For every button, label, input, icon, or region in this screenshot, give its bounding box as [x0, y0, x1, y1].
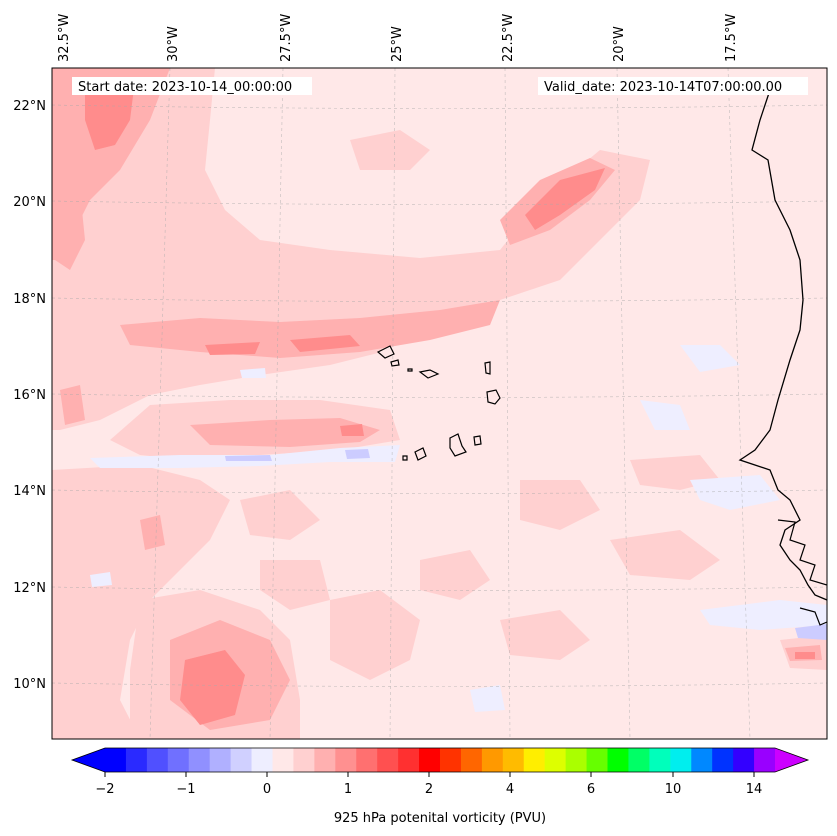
africa-coastline	[738, 89, 827, 601]
colorbar-segment	[146, 748, 169, 772]
colorbar-segment	[733, 748, 755, 772]
colorbar-segment	[356, 748, 378, 772]
colorbar-segment	[209, 748, 232, 772]
colorbar-segment	[670, 748, 692, 772]
colorbar-segment	[125, 748, 148, 772]
cb-tick-2: 2	[425, 782, 433, 797]
colorbar-segment	[691, 748, 713, 772]
colorbar-segment	[251, 748, 273, 772]
start-date-box	[72, 77, 312, 95]
colorbar-segment	[335, 748, 357, 772]
pv-contours-level-3	[85, 80, 815, 725]
lat-label-10n: 10°N	[13, 677, 46, 692]
colorbar-segment	[314, 748, 336, 772]
valid-date-label: Valid_date: 2023-10-14T07:00:00.00	[544, 80, 782, 95]
colorbar-segment	[440, 748, 462, 772]
lat-label-20n: 20°N	[13, 195, 46, 210]
colorbar-segment	[293, 748, 315, 772]
pv-negative-regions-2	[225, 449, 827, 640]
colorbar-label: 925 hPa potenital vorticity (PVU)	[334, 811, 546, 826]
lat-label-22n: 22°N	[13, 99, 46, 114]
africa-coastline-detail	[777, 519, 827, 586]
colorbar-segment	[586, 748, 608, 772]
cb-tick-neg2: −2	[95, 782, 114, 797]
colorbar-segment	[565, 748, 588, 772]
colorbar-segment	[188, 748, 211, 772]
colorbar-segment	[607, 748, 629, 772]
lon-label-20w: 20°W	[612, 26, 627, 62]
colorbar-min-extend	[72, 748, 105, 772]
lat-label-14n: 14°N	[13, 484, 46, 499]
colorbar-segment	[523, 748, 546, 772]
lat-label-18n: 18°N	[13, 292, 46, 307]
cb-tick-0: 0	[263, 782, 271, 797]
colorbar-segment	[628, 748, 650, 772]
map-gridlines	[52, 68, 827, 739]
map-frame	[51, 67, 828, 740]
lon-label-32-5w: 32.5°W	[57, 14, 72, 62]
start-date-label: Start date: 2023-10-14_00:00:00	[78, 80, 292, 95]
africa-coastline-south	[799, 607, 827, 626]
lat-label-12n: 12°N	[13, 581, 46, 596]
cb-tick-neg1: −1	[176, 782, 195, 797]
colorbar-segment	[460, 748, 483, 772]
lat-label-16n: 16°N	[13, 388, 46, 403]
lon-label-17-5w: 17.5°W	[724, 14, 739, 62]
cape-verde-islands	[376, 345, 501, 461]
colorbar-segment	[272, 748, 294, 772]
colorbar-segment	[649, 748, 671, 772]
cb-tick-10: 10	[665, 782, 682, 797]
colorbar-ticks	[104, 772, 755, 777]
colorbar-max-extend	[775, 748, 808, 772]
cb-tick-14: 14	[746, 782, 763, 797]
lon-label-30w: 30°W	[166, 26, 181, 62]
colorbar-segments	[105, 748, 776, 772]
colorbar-segment	[230, 748, 253, 772]
cb-tick-6: 6	[587, 782, 595, 797]
longitude-labels: 32.5°W 30°W 27.5°W 25°W 22.5°W 20°W 17.5…	[57, 14, 739, 62]
latitude-labels: 22°N 20°N 18°N 16°N 14°N 12°N 10°N	[13, 99, 46, 692]
colorbar-segment	[712, 748, 734, 772]
colorbar-segment	[167, 748, 190, 772]
pv-negative-regions	[90, 345, 827, 712]
colorbar-segment	[481, 748, 504, 772]
colorbar-segment	[502, 748, 525, 772]
lon-label-27-5w: 27.5°W	[279, 14, 294, 62]
lon-label-25w: 25°W	[390, 26, 405, 62]
colorbar-segment	[544, 748, 567, 772]
colorbar-segment	[419, 748, 441, 772]
colorbar-segment	[398, 748, 420, 772]
colorbar-tick-labels: −2 −1 0 1 2 4 6 10 14	[95, 782, 762, 797]
cb-tick-1: 1	[344, 782, 352, 797]
colorbar-segment	[754, 748, 776, 772]
colorbar-segment	[105, 748, 127, 772]
lon-label-22-5w: 22.5°W	[501, 14, 516, 62]
colorbar	[70, 747, 810, 773]
valid-date-box	[538, 77, 808, 95]
cb-tick-4: 4	[506, 782, 514, 797]
map-panel	[52, 68, 827, 739]
colorbar-segment	[377, 748, 399, 772]
